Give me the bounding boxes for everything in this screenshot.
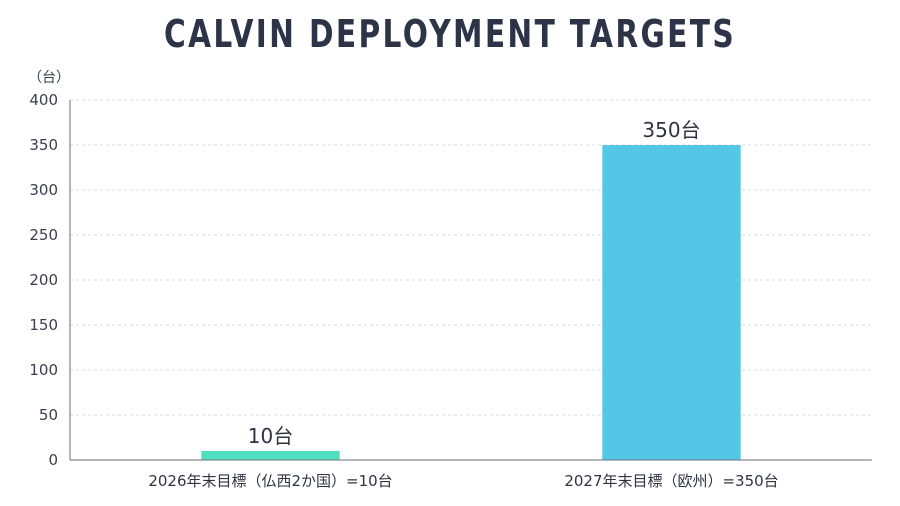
data-labels: 10台 350台	[248, 118, 701, 448]
y-tick-label: 400	[29, 91, 58, 109]
y-tick-label: 200	[29, 271, 58, 289]
data-label: 350台	[642, 118, 700, 142]
y-tick-label: 150	[29, 316, 58, 334]
y-tick-label: 350	[29, 136, 58, 154]
x-category-label: 2026年末目標（仏西2か国）=10台	[148, 472, 392, 490]
x-axis-categories: 2026年末目標（仏西2か国）=10台 2027年末目標（欧州）=350台	[148, 472, 778, 490]
gridlines	[70, 99, 872, 416]
y-tick-label: 50	[39, 406, 58, 424]
y-tick-label: 250	[29, 226, 58, 244]
y-tick-label: 300	[29, 181, 58, 199]
bar	[201, 451, 340, 460]
x-category-label: 2027年末目標（欧州）=350台	[564, 472, 778, 490]
bar	[602, 145, 741, 460]
data-label: 10台	[248, 424, 293, 448]
chart-title: CALVIN DEPLOYMENT TARGETS	[163, 12, 737, 56]
y-axis-ticks: 0 50 100 150 200 250 300 350 400	[29, 91, 58, 469]
y-unit-label: （台）	[28, 70, 70, 86]
y-tick-label: 0	[48, 451, 58, 469]
bars	[201, 145, 741, 460]
y-tick-label: 100	[29, 361, 58, 379]
